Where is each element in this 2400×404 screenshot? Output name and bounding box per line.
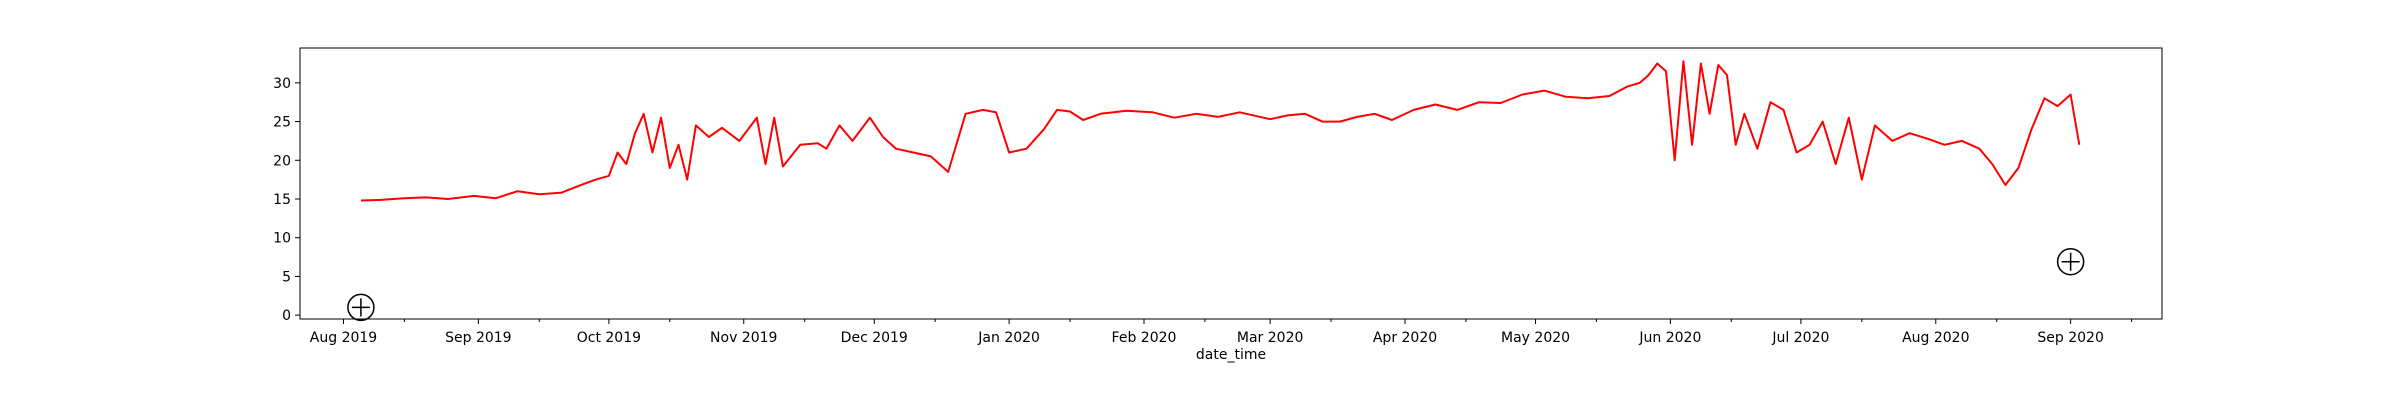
x-tick-label: Apr 2020 — [1373, 330, 1437, 346]
x-tick-label: Jan 2020 — [977, 330, 1040, 346]
x-tick-label: Mar 2020 — [1237, 330, 1304, 346]
x-tick-label: May 2020 — [1501, 330, 1570, 346]
x-tick-label: Jul 2020 — [1771, 330, 1829, 346]
y-tick-label: 10 — [273, 231, 291, 247]
x-tick-label: Dec 2019 — [841, 330, 908, 346]
crosshair-circle-icon — [347, 293, 375, 322]
y-tick-label: 25 — [273, 115, 291, 131]
plot-frame — [299, 47, 2163, 320]
x-axis-label: date_time — [1196, 347, 1266, 363]
y-tick-label: 5 — [282, 269, 291, 285]
series-line — [360, 60, 2081, 202]
x-tick-label: Jun 2020 — [1638, 330, 1701, 346]
x-tick-label: Oct 2019 — [577, 330, 641, 346]
x-tick-label: Aug 2019 — [310, 330, 377, 346]
x-tick-label: Nov 2019 — [710, 330, 777, 346]
y-tick-label: 30 — [273, 76, 291, 92]
crosshair-circle-icon — [2056, 247, 2085, 276]
x-tick-label: Sep 2019 — [445, 330, 511, 346]
x-tick-label: Sep 2020 — [2037, 330, 2103, 346]
y-tick-label: 15 — [273, 192, 291, 208]
y-tick-label: 0 — [282, 308, 291, 324]
y-tick-label: 20 — [273, 153, 291, 169]
x-tick-label: Aug 2020 — [1902, 330, 1969, 346]
x-tick-label: Feb 2020 — [1112, 330, 1177, 346]
